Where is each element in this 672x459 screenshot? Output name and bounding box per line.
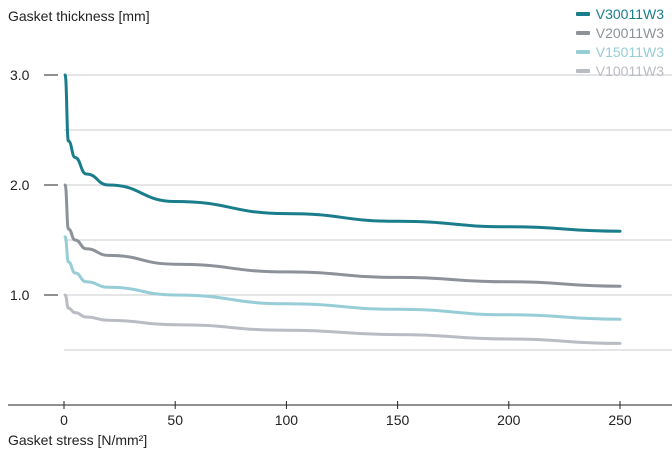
legend-item: V10011W3: [575, 61, 664, 80]
y-axis-title: Gasket thickness [mm]: [8, 8, 150, 24]
legend-swatch: [575, 68, 590, 73]
series-line-v15011w3: [63, 235, 622, 321]
x-tick-label: 150: [386, 412, 410, 428]
legend-label: V20011W3: [595, 24, 664, 41]
y-tick-label: 3.0: [10, 67, 30, 83]
x-tick-label: 200: [497, 412, 521, 428]
legend-item: V15011W3: [575, 42, 664, 61]
chart-legend: V30011W3 V20011W3 V15011W3 V10011W3: [575, 4, 664, 80]
series-line-v30011w3: [63, 73, 622, 233]
x-tick-label: 50: [167, 412, 183, 428]
grid-lines: [8, 74, 672, 406]
legend-swatch: [575, 49, 590, 54]
legend-label: V30011W3: [595, 5, 664, 22]
x-tick-label: 0: [60, 412, 68, 428]
x-tick-label: 100: [275, 412, 299, 428]
x-axis-ticks: 0 50 100 150 200 250: [60, 401, 632, 428]
legend-item: V20011W3: [575, 23, 664, 42]
x-axis-title: Gasket stress [N/mm²]: [8, 432, 148, 448]
legend-swatch: [575, 11, 590, 16]
series-lines: [63, 73, 622, 345]
legend-item: V30011W3: [575, 4, 664, 23]
legend-swatch: [575, 30, 590, 35]
legend-label: V15011W3: [595, 43, 664, 60]
y-axis-ticks: 1.0 2.0 3.0: [10, 67, 58, 303]
x-tick-label: 250: [608, 412, 632, 428]
series-line-v10011w3: [63, 293, 622, 345]
y-tick-label: 1.0: [10, 287, 30, 303]
legend-label: V10011W3: [595, 62, 664, 79]
y-tick-label: 2.0: [10, 177, 30, 193]
series-line-v20011w3: [63, 183, 622, 288]
